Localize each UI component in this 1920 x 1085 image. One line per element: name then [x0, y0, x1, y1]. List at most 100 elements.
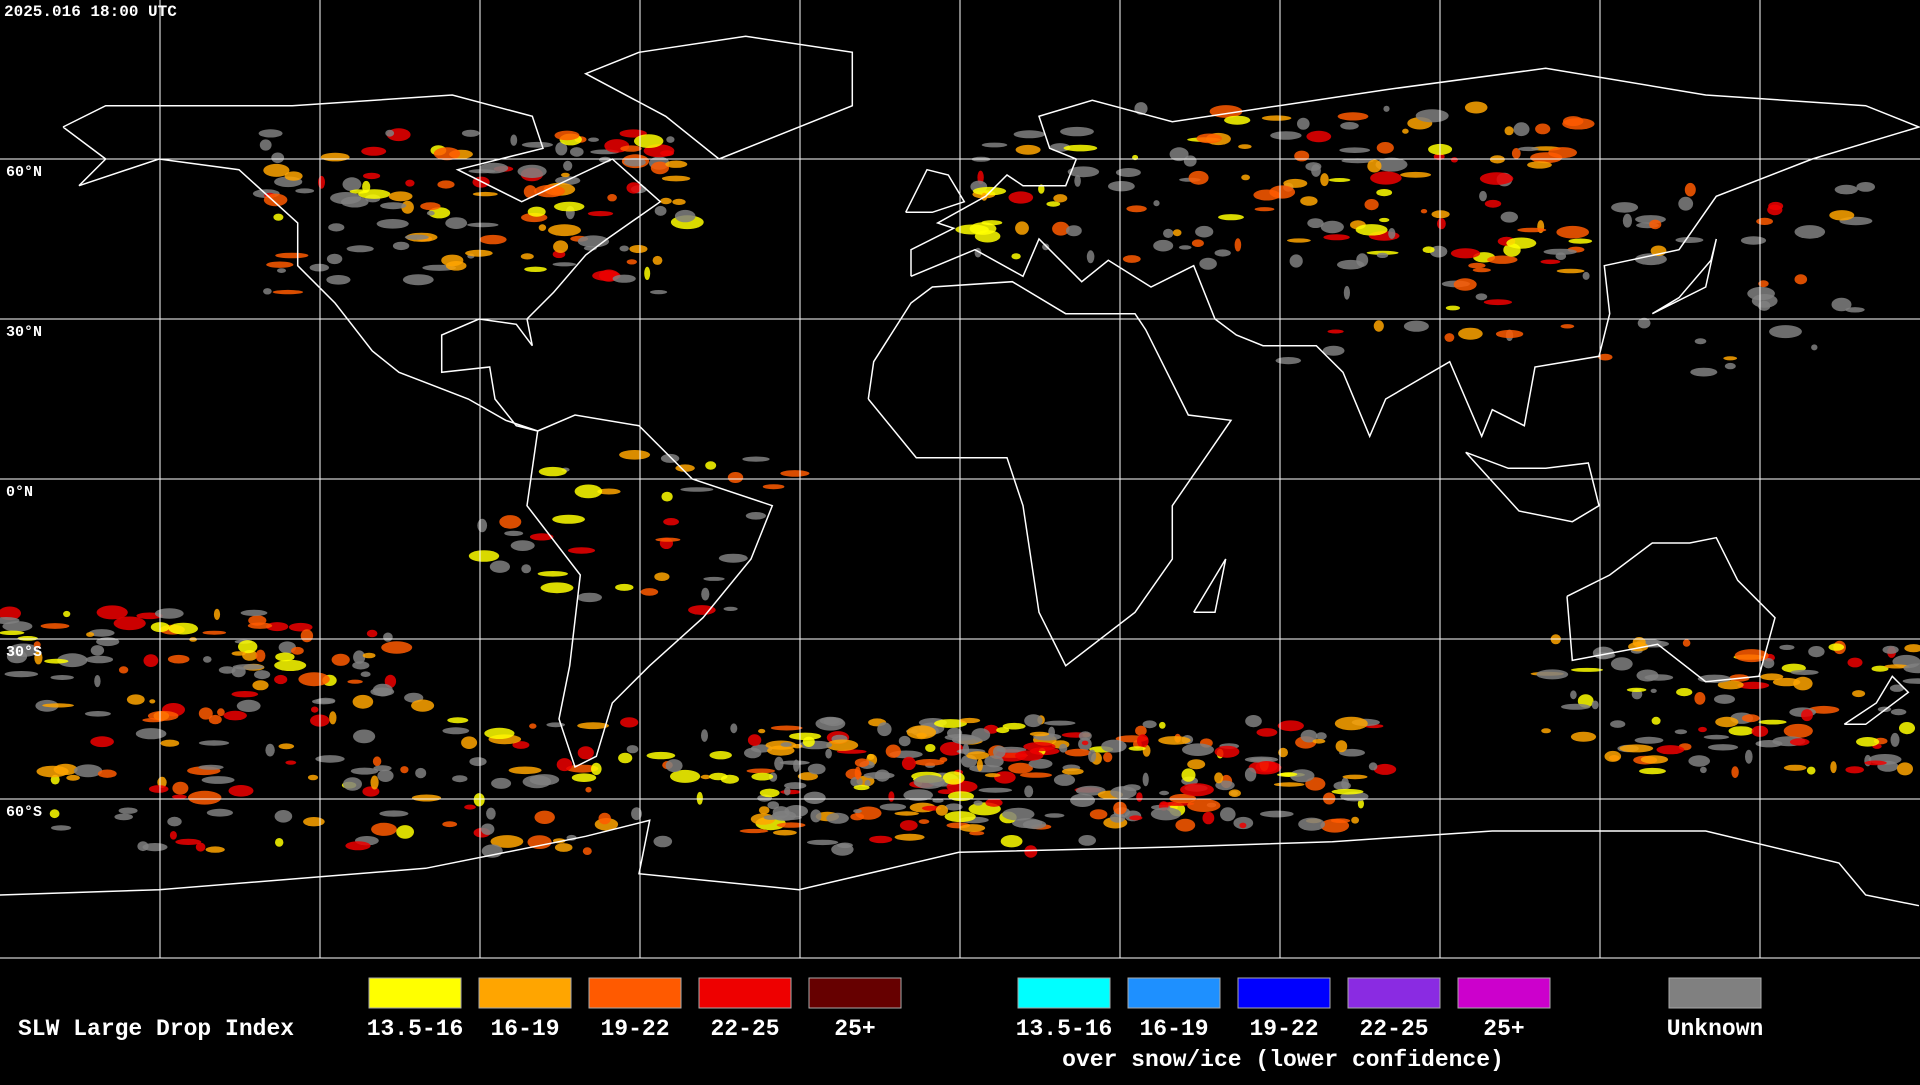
cloud-patch: [1030, 732, 1049, 737]
cloud-patch: [994, 771, 1016, 783]
cloud-patch: [936, 805, 948, 816]
cloud-patch: [119, 666, 128, 673]
cloud-patch: [1059, 744, 1067, 753]
cloud-patch: [1002, 808, 1034, 821]
cloud-patch: [332, 654, 350, 666]
cloud-patch: [1897, 762, 1913, 775]
cloud-patch: [167, 817, 181, 827]
latitude-label: 30°N: [6, 324, 42, 341]
cloud-patch: [232, 691, 259, 697]
cloud-patch: [499, 515, 521, 529]
cloud-patch: [521, 564, 531, 573]
cloud-patch: [1256, 761, 1278, 772]
cloud-patch: [1344, 286, 1350, 300]
cloud-patch: [295, 188, 314, 193]
cloud-patch: [385, 130, 394, 137]
cloud-patch: [996, 727, 1009, 733]
cloud-patch: [1020, 772, 1052, 777]
cloud-patch: [371, 776, 379, 790]
cloud-patch: [1742, 714, 1760, 722]
cloud-patch: [518, 165, 547, 178]
cloud-patch: [654, 572, 669, 581]
cloud-patch: [1379, 218, 1389, 222]
cloud-patch: [1088, 750, 1096, 763]
cloud-patch: [1136, 792, 1142, 802]
cloud-patch: [5, 671, 39, 677]
cloud-patch: [1262, 115, 1292, 120]
cloud-patch: [273, 214, 283, 221]
cloud-patch: [137, 841, 148, 851]
cloud-patch: [232, 651, 246, 656]
cloud-patch: [808, 764, 826, 775]
cloud-patch: [1683, 639, 1691, 647]
cloud-patch: [661, 454, 679, 463]
cloud-patch: [442, 727, 469, 734]
cloud-patch: [1541, 260, 1561, 265]
legend-label: 16-19: [490, 1016, 559, 1042]
cloud-patch: [1101, 740, 1126, 753]
cloud-patch: [1011, 253, 1020, 259]
cloud-patch: [206, 846, 225, 852]
cloud-patch: [1715, 717, 1738, 727]
cloud-patch: [1340, 122, 1359, 130]
cloud-patch: [198, 765, 223, 770]
cloud-patch: [855, 767, 861, 780]
cloud-patch: [1400, 172, 1431, 178]
cloud-patch: [1153, 200, 1159, 206]
cloud-patch: [91, 645, 104, 656]
cloud-patch: [1745, 750, 1753, 764]
cloud-patch: [925, 744, 935, 752]
cloud-patch: [168, 655, 190, 664]
cloud-patch: [1245, 768, 1256, 782]
cloud-patch: [588, 138, 599, 142]
cloud-patch: [1611, 657, 1633, 670]
cloud-patch: [377, 770, 393, 782]
cloud-patch: [481, 824, 494, 835]
cloud-patch: [522, 142, 553, 148]
cloud-patch: [1891, 709, 1907, 715]
cloud-patch: [831, 843, 853, 855]
cloud-patch: [479, 235, 506, 244]
cloud-patch: [1276, 357, 1301, 364]
cloud-patch: [719, 554, 748, 563]
cloud-patch: [1795, 225, 1826, 239]
cloud-patch: [1700, 767, 1707, 773]
cloud-patch: [629, 245, 647, 253]
cloud-patch: [465, 250, 493, 257]
legend-swatch: [809, 978, 901, 1008]
cloud-patch: [781, 742, 792, 747]
cloud-patch: [675, 210, 696, 222]
cloud-patch: [666, 759, 683, 772]
cloud-patch: [959, 718, 980, 723]
cloud-patch: [1623, 214, 1632, 228]
cloud-patch: [793, 744, 803, 748]
cloud-patch: [1044, 721, 1076, 726]
cloud-patch: [853, 809, 862, 813]
cloud-patch: [229, 785, 254, 797]
cloud-patch: [1306, 131, 1331, 142]
cloud-patch: [1571, 668, 1603, 672]
cloud-patch: [345, 841, 370, 850]
cloud-patch: [1795, 274, 1808, 284]
cloud-patch: [751, 773, 773, 781]
cloud-patch: [1260, 811, 1294, 818]
cloud-patch: [327, 254, 342, 264]
cloud-patch: [554, 202, 584, 212]
cloud-patch: [1187, 759, 1205, 769]
cloud-patch: [826, 813, 849, 824]
cloud-patch: [864, 772, 895, 779]
cloud-patch: [1675, 237, 1703, 243]
cloud-patch: [484, 728, 514, 739]
cloud-patch: [1180, 783, 1214, 796]
cloud-patch: [615, 584, 633, 591]
cloud-patch: [1714, 695, 1735, 704]
cloud-patch: [259, 129, 283, 137]
cloud-patch: [155, 608, 184, 619]
cloud-patch: [1159, 722, 1166, 729]
cloud-patch: [1832, 298, 1852, 312]
cloud-patch: [1158, 736, 1190, 745]
cloud-patch: [1087, 250, 1095, 263]
cloud-patch: [655, 206, 667, 216]
cloud-patch: [784, 782, 806, 789]
cloud-patch: [895, 834, 925, 841]
